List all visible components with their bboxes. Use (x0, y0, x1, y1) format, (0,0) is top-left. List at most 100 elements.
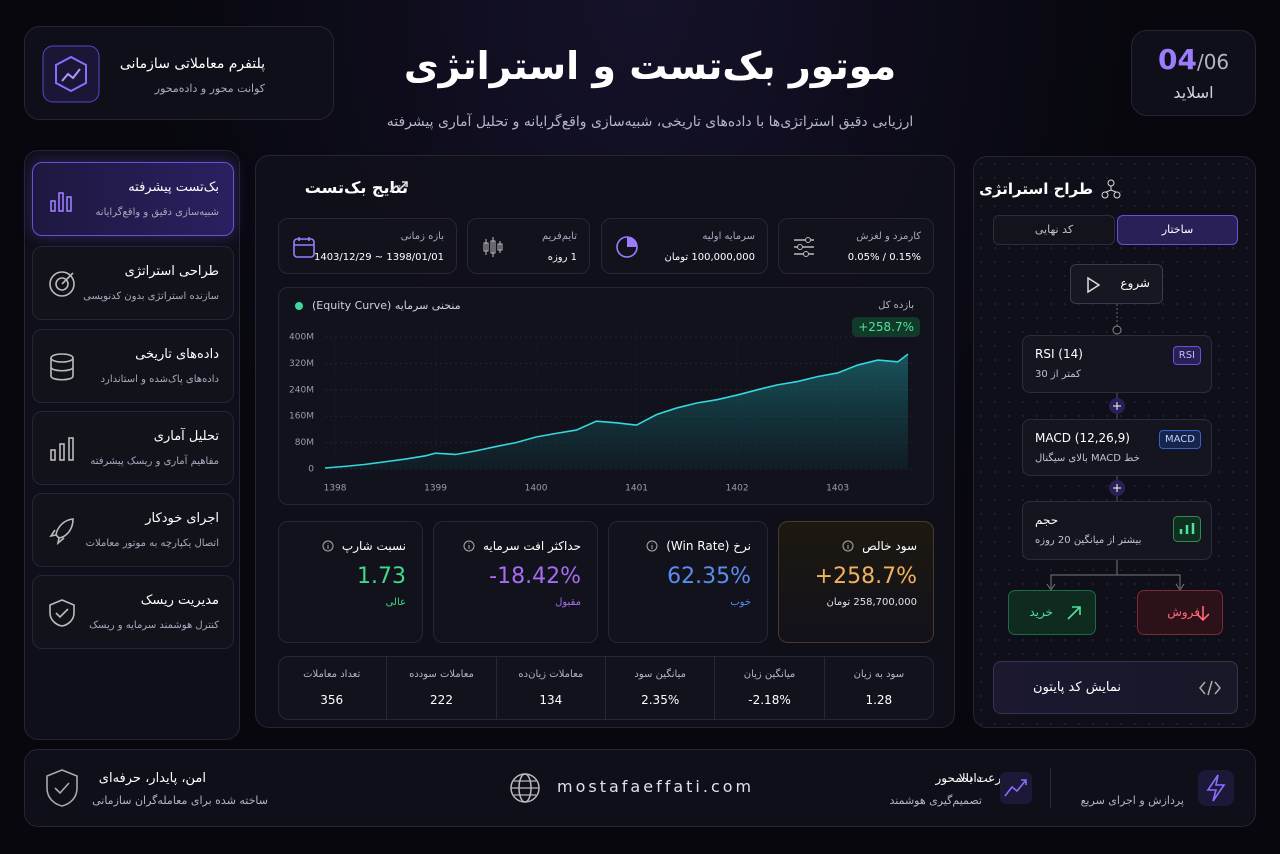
tab-code[interactable]: کد نهایی (993, 215, 1115, 245)
stat-label: سود به زیان (853, 669, 905, 680)
volume-icon (1173, 516, 1201, 542)
stat-cell: معاملات سودده 222 (386, 657, 495, 719)
stat-value: 356 (320, 693, 344, 707)
brand-subtitle: کوانت محور و داده‌محور (154, 82, 265, 95)
slide-number: 04/06 (1158, 43, 1229, 76)
shield-icon (46, 769, 78, 807)
feature-desc: پردازش و اجرای سریع (1080, 794, 1184, 807)
globe-icon (510, 773, 540, 803)
metric-value: +258.7% (814, 564, 917, 589)
item-icon (49, 599, 75, 627)
buy-label: خرید (1029, 605, 1053, 619)
sidebar-item[interactable]: داده‌های تاریخی داده‌های پاک‌شده و استاند… (32, 329, 234, 403)
info-icon (463, 540, 475, 552)
stat-cell: سود به زیان 1.28 (823, 657, 933, 719)
node-title: حجم (1035, 513, 1059, 527)
sell-icon (1196, 606, 1210, 622)
info-icon (322, 540, 334, 552)
buy-button[interactable]: خرید (1008, 590, 1096, 635)
buy-icon (1067, 606, 1081, 620)
total-return: +258.7% (852, 317, 920, 337)
bolt-icon (1198, 770, 1234, 806)
item-desc: داده‌های پاک‌شده و استاندارد (100, 374, 219, 385)
trend-icon (389, 181, 408, 193)
start-node: شروع (1070, 264, 1163, 304)
page-title: موتور بک‌تست و استراتژی (403, 44, 897, 88)
item-desc: سازنده استراتژی بدون کدنویسی (83, 291, 219, 302)
item-title: داده‌های تاریخی (135, 347, 219, 362)
sidebar-item[interactable]: طراحی استراتژی سازنده استراتژی بدون کدنوی… (32, 246, 234, 320)
param-value: 1398/01/01 ~ 1403/12/29 (313, 252, 444, 263)
divider (1050, 768, 1051, 808)
node-desc: بیشتر از میانگین 20 روزه (1035, 535, 1142, 546)
sidebar-item[interactable]: اجرای خودکار اتصال یکپارچه به موتور معامل… (32, 493, 234, 567)
item-title: بک‌تست پیشرفته (128, 180, 219, 195)
metric-note: عالی (385, 597, 406, 608)
item-icon (49, 271, 75, 297)
item-desc: کنترل هوشمند سرمایه و ریسک (89, 620, 219, 631)
slide-box: 04/06 اسلاید (1131, 30, 1256, 116)
stat-cell: تعداد معاملات 356 (277, 657, 386, 719)
item-desc: مفاهیم آماری و ریسک پیشرفته (90, 456, 219, 467)
stat-label: معاملات زیان‌ده (518, 669, 584, 680)
param-value: 100,000,000 تومان (664, 252, 756, 263)
param-label: سرمایه اولیه (702, 231, 755, 242)
item-desc: اتصال یکپارچه به موتور معاملات (85, 538, 219, 549)
item-desc: شبیه‌سازی دقیق و واقع‌گرایانه (95, 207, 219, 218)
node-badge: RSI (1172, 346, 1201, 365)
brand-box: پلتفرم معاملاتی سازمانی کوانت محور و داد… (24, 26, 334, 120)
param-box: تایم‌فریم 1 روزه (467, 218, 590, 274)
info-icon (646, 540, 658, 552)
sell-button[interactable]: فروش (1137, 590, 1223, 635)
param-label: بازه زمانی (400, 231, 444, 242)
slide-label: اسلاید (1173, 83, 1214, 102)
legend-dot (295, 302, 303, 310)
stat-label: میانگین زیان (743, 669, 796, 680)
stat-cell: میانگین زیان -2.18% (714, 657, 823, 719)
feature-title: داده‌محور (935, 771, 982, 785)
sidebar-item[interactable]: تحلیل آماری مفاهیم آماری و ریسک پیشرفته (32, 411, 234, 485)
item-icon (50, 192, 72, 212)
code-button[interactable]: نمایش کد پایتون (993, 661, 1238, 714)
stat-value: 134 (539, 693, 563, 707)
play-icon (1087, 276, 1101, 294)
metric-label: نرخ (Win Rate) (666, 539, 751, 553)
tab-structure[interactable]: ساختار (1117, 215, 1238, 245)
item-title: طراحی استراتژی (124, 264, 219, 279)
metric-value: -18.42% (489, 564, 581, 589)
feature-title: سرعت بالا (958, 771, 1012, 785)
sidebar-item[interactable]: بک‌تست پیشرفته شبیه‌سازی دقیق و واقع‌گرای… (32, 162, 234, 236)
param-label: کارمزد و لغزش (856, 231, 921, 242)
param-label: تایم‌فریم (541, 231, 577, 242)
metric-card: نسبت شارپ 1.73 عالی (278, 521, 423, 643)
feature-desc: تصمیم‌گیری هوشمند (889, 794, 983, 807)
strategy-node: RSI (14) کمتر از 30 RSI (1022, 335, 1212, 393)
item-title: مدیریت ریسک (140, 593, 219, 608)
info-icon (842, 540, 854, 552)
stat-value: -2.18% (748, 693, 791, 707)
strategy-title: طراح استراتژی (979, 180, 1093, 198)
security-desc: ساخته شده برای معامله‌گران سازمانی (92, 794, 268, 807)
stats-box: سود به زیان 1.28 میانگین زیان -2.18% میانگین… (278, 656, 934, 720)
metric-note: 258,700,000 تومان (826, 597, 918, 608)
brand-title: پلتفرم معاملاتی سازمانی (119, 56, 265, 72)
code-button-label: نمایش کد پایتون (1033, 680, 1121, 695)
start-label: شروع (1120, 276, 1150, 290)
item-title: اجرای خودکار (145, 511, 219, 526)
code-icon (1199, 680, 1221, 696)
metric-value: 1.73 (357, 564, 406, 589)
metric-note: خوب (730, 597, 751, 608)
slide-total: /06 (1196, 50, 1230, 74)
node-desc: کمتر از 30 (1035, 369, 1081, 380)
chart-box (278, 287, 934, 505)
stat-value: 222 (430, 693, 453, 707)
stat-label: معاملات سودده (409, 669, 474, 680)
item-icon (49, 518, 74, 546)
stat-value: 2.35% (641, 693, 680, 707)
stat-value: 1.28 (865, 693, 893, 707)
page-subtitle: ارزیابی دقیق استراتژی‌ها با داده‌های تار… (386, 114, 914, 130)
param-icon (616, 236, 638, 258)
sidebar-item[interactable]: مدیریت ریسک کنترل هوشمند سرمایه و ریسک (32, 575, 234, 649)
